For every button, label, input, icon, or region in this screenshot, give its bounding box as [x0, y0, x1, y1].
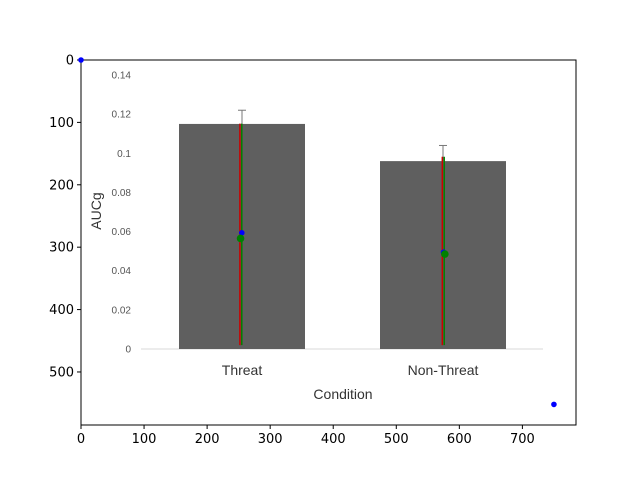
overlay-markers — [78, 57, 557, 408]
outer-x-tick-label: 100 — [132, 432, 157, 447]
category-label: Threat — [222, 362, 263, 378]
outer-y-tick-label: 200 — [49, 178, 74, 193]
category-label: Non-Threat — [408, 362, 479, 378]
inner-y-tick-label: 0.12 — [112, 110, 132, 121]
outer-x-tick-label: 600 — [447, 432, 472, 447]
outer-y-tick-label: 300 — [49, 241, 74, 256]
inner-y-tick-label: 0.02 — [112, 305, 132, 316]
outer-x-axis: 0 100 200 300 400 500 600 700 — [77, 425, 535, 447]
outer-y-axis: 0 100 200 300 400 500 — [49, 54, 81, 380]
overlay-point — [78, 57, 84, 63]
overlay-point — [441, 250, 449, 258]
outer-y-tick-label: 100 — [49, 116, 74, 131]
inner-y-tick-label: 0.14 — [112, 71, 132, 82]
inner-x-axis: Threat Non-Threat — [222, 362, 479, 378]
outer-y-tick-label: 0 — [66, 54, 74, 69]
overlay-point — [236, 234, 245, 243]
inner-y-tick-label: 0.1 — [117, 149, 131, 160]
overlay-point — [238, 230, 245, 236]
inner-y-axis-label: AUCg — [88, 192, 104, 229]
outer-y-tick-label: 500 — [49, 365, 74, 380]
outer-x-tick-label: 500 — [384, 432, 409, 447]
inner-y-tick-label: 0.04 — [112, 266, 132, 277]
outer-x-tick-label: 700 — [510, 432, 535, 447]
outer-x-tick-label: 0 — [77, 432, 85, 447]
inner-y-tick-label: 0.08 — [112, 188, 132, 199]
inner-x-axis-label: Condition — [313, 386, 372, 402]
inner-y-tick-label: 0 — [125, 345, 131, 356]
inner-y-tick-label: 0.06 — [112, 227, 132, 238]
outer-x-tick-label: 300 — [258, 432, 283, 447]
outer-x-tick-label: 400 — [321, 432, 346, 447]
inner-y-axis: 0.14 0.12 0.1 0.08 0.06 0.04 0.02 0 — [112, 71, 132, 356]
outer-y-tick-label: 400 — [49, 303, 74, 318]
overlay-point — [551, 401, 557, 408]
outer-x-tick-label: 200 — [195, 432, 220, 447]
